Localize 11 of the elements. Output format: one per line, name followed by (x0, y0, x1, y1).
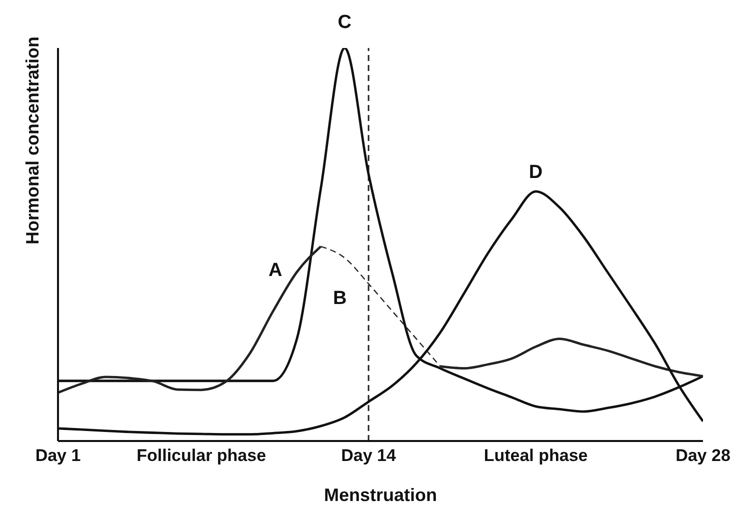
x-tick-label: Follicular phase (136, 446, 266, 466)
x-tick-label: Luteal phase (484, 446, 588, 466)
x-axis-title: Menstruation (324, 485, 438, 505)
x-tick-label: Day 14 (341, 446, 397, 466)
annotation: A (268, 260, 284, 282)
x-tick-label: Day 28 (676, 446, 730, 466)
annotation: D (528, 162, 544, 184)
x-tick-label: Day 1 (35, 446, 81, 466)
text: C (336, 12, 353, 34)
y-axis-title: Hormonal concentration (22, 36, 42, 244)
annotation: B (332, 288, 348, 310)
